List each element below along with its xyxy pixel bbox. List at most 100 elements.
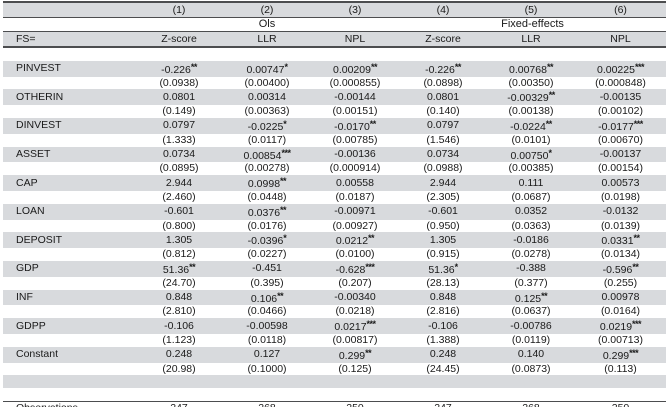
stat-cell-1: 247	[135, 400, 223, 407]
coef-cell-3: 0.0212**	[311, 232, 399, 249]
se-cell-5: (0.00385)	[508, 162, 554, 175]
stat-cell-3: 250	[311, 400, 399, 407]
se-cell-6: (0.0134)	[600, 248, 641, 261]
se-label-spacer	[3, 134, 135, 147]
coef-cell-1: 0.0797	[135, 117, 223, 134]
coef-cell-4: 0.0734	[399, 146, 487, 163]
coef-cell-2: 0.00314	[223, 89, 311, 106]
se-cell-1: (0.149)	[162, 105, 196, 118]
fs-value-6: NPL	[575, 31, 666, 48]
fs-value-1: Z-score	[135, 31, 223, 48]
se-cell-4: (0.0988)	[423, 162, 463, 175]
se-cell-1: (1.123)	[162, 333, 196, 346]
se-label-spacer	[3, 248, 135, 261]
model-group-row: Ols Fixed-effects	[3, 18, 666, 32]
coef-row-asset: ASSET 0.0734 0.00854*** -0.00136 0.0734 0.007…	[3, 146, 666, 163]
coef-cell-5: 0.140	[487, 346, 575, 363]
se-cell-2: (0.0176)	[247, 219, 287, 232]
fs-value-5: LLR	[487, 31, 575, 48]
coef-cell-6: 0.0219***	[575, 318, 666, 334]
coef-cell-4: 0.0801	[399, 89, 487, 106]
coef-cell-5: 0.111	[487, 175, 575, 191]
se-cell-4: (0.950)	[426, 219, 460, 232]
variable-label: LOAN	[3, 203, 135, 220]
coef-cell-5: 0.00768**	[487, 60, 575, 77]
se-cell-5: (0.0637)	[511, 305, 551, 318]
coef-cell-6: 0.00225***	[575, 60, 666, 77]
coef-row-gdp: GDP 51.36** -0.451 -0.628*** 51.36* -0.388 -0.…	[3, 260, 666, 277]
se-cell-6: (0.113)	[604, 362, 637, 375]
coef-row-otherin: OTHERIN 0.0801 0.00314 -0.00144 0.0801 -0.003…	[3, 89, 666, 106]
se-cell-3: (0.000914)	[329, 162, 381, 175]
coef-row-constant: Constant 0.248 0.127 0.299** 0.248 0.140 0.299…	[3, 346, 666, 363]
se-cell-5: (0.0873)	[511, 362, 551, 375]
stat-cell-6: 250	[575, 400, 666, 407]
coef-cell-5: -0.0186	[487, 232, 575, 249]
se-cell-3: (0.0187)	[335, 190, 375, 203]
fs-label: FS=	[3, 31, 135, 48]
se-cell-3: (0.00927)	[332, 219, 378, 232]
coef-cell-4: 51.36*	[399, 260, 487, 277]
se-cell-4: (0.0898)	[423, 76, 463, 89]
column-number-2: (2)	[223, 1, 311, 18]
coef-row-cap: CAP 2.944 0.0998** 0.00558 2.944 0.111 0.00573	[3, 175, 666, 191]
coef-cell-6: 0.299***	[575, 346, 666, 363]
se-row-gdpp: (1.123) (0.0118) (0.00817) (1.388) (0.0119) (…	[3, 334, 666, 347]
coef-cell-6: 0.00978	[575, 289, 666, 306]
se-cell-2: (0.0117)	[247, 133, 287, 146]
coef-cell-6: 0.0331**	[575, 232, 666, 249]
fs-value-3: NPL	[311, 31, 399, 48]
se-cell-4: (1.546)	[426, 133, 460, 146]
se-cell-4: (28.13)	[426, 276, 460, 289]
model-group-ols: Ols	[258, 18, 276, 30]
se-cell-3: (0.00817)	[332, 333, 378, 346]
coef-cell-2: 0.0376**	[223, 203, 311, 220]
coef-cell-2: -0.0396*	[223, 232, 311, 249]
se-label-spacer	[3, 363, 135, 376]
se-label-spacer	[3, 220, 135, 233]
se-label-spacer	[3, 77, 135, 90]
se-cell-3: (0.000855)	[329, 76, 381, 89]
se-cell-2: (0.00278)	[244, 162, 290, 175]
variable-label: DINVEST	[3, 117, 135, 134]
coef-cell-6: -0.0132	[575, 203, 666, 220]
header-number-row: (1) (2) (3) (4) (5) (6)	[3, 1, 666, 18]
se-label-spacer	[3, 277, 135, 290]
coef-cell-4: -0.106	[399, 318, 487, 334]
se-cell-6: (0.000848)	[595, 76, 646, 89]
coef-cell-3: -0.00136	[311, 146, 399, 163]
se-cell-5: (0.00138)	[508, 105, 554, 118]
coef-cell-4: 0.848	[399, 289, 487, 306]
se-row-inf: (2.810) (0.0466) (0.0218) (2.816) (0.0637) (0…	[3, 305, 666, 318]
variable-label: GDPP	[3, 318, 135, 334]
se-cell-5: (0.0101)	[511, 133, 551, 146]
se-cell-6: (0.0198)	[600, 190, 641, 203]
coef-row-gdpp: GDPP -0.106 -0.00598 0.0217*** -0.106 -0.0078…	[3, 318, 666, 334]
coef-cell-3: -0.00971	[311, 203, 399, 220]
se-cell-4: (2.305)	[426, 190, 460, 203]
variable-label: CAP	[3, 175, 135, 191]
coef-cell-4: 0.0797	[399, 117, 487, 134]
coef-row-loan: LOAN -0.601 0.0376** -0.00971 -0.601 0.0352 -0…	[3, 203, 666, 220]
coef-cell-6: 0.00573	[575, 175, 666, 191]
se-cell-3: (0.00151)	[332, 105, 378, 118]
coef-cell-2: -0.451	[223, 260, 311, 277]
coef-cell-5: -0.00786	[487, 318, 575, 334]
spacer-row	[3, 375, 666, 389]
coef-cell-2: -0.0225*	[223, 117, 311, 134]
coef-cell-1: 0.248	[135, 346, 223, 363]
se-cell-2: (0.0448)	[247, 190, 287, 203]
se-row-constant: (20.98) (0.1000) (0.125) (24.45) (0.0873) (0.…	[3, 363, 666, 376]
coef-cell-1: -0.106	[135, 318, 223, 334]
se-cell-4: (0.140)	[426, 105, 460, 118]
coef-cell-5: 0.125**	[487, 289, 575, 306]
coef-cell-1: 0.0801	[135, 89, 223, 106]
coef-cell-6: -0.00135	[575, 89, 666, 106]
variable-label: GDP	[3, 260, 135, 277]
spacer-row	[3, 47, 666, 61]
coef-cell-5: -0.00329**	[487, 89, 575, 106]
coef-cell-1: 2.944	[135, 175, 223, 191]
stats-row-observations: Observations247268250247268250	[3, 400, 666, 407]
model-group-fixed-effects: Fixed-effects	[501, 18, 564, 30]
variable-label: INF	[3, 289, 135, 306]
